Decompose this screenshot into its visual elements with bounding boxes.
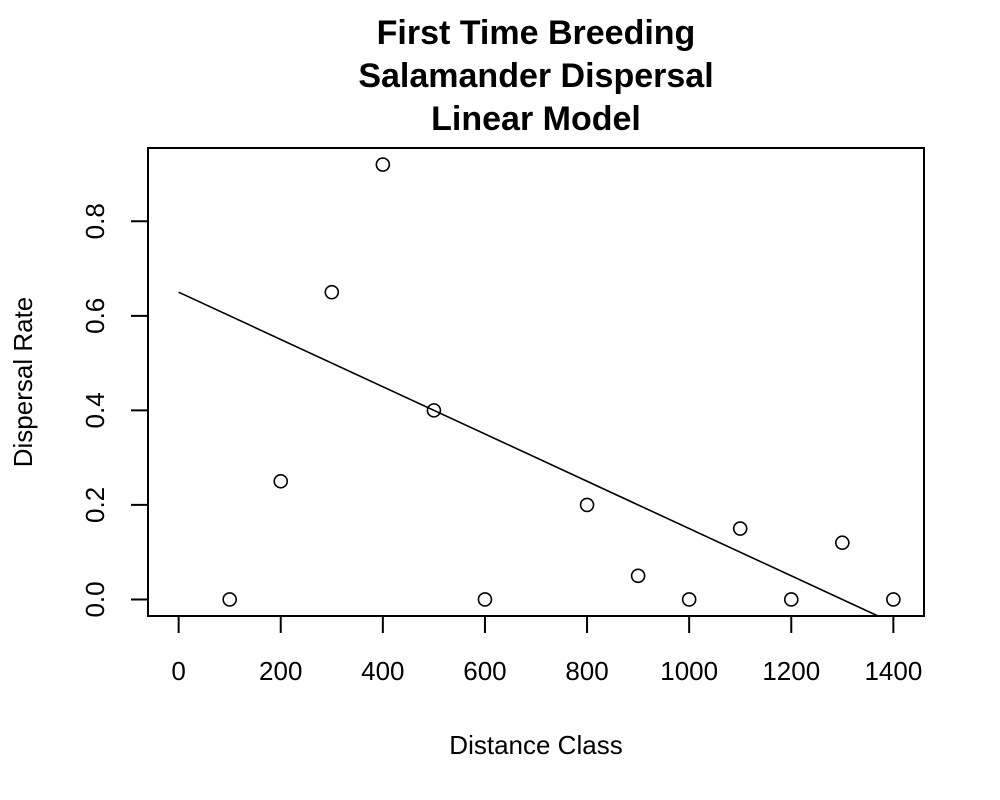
y-tick-label: 0.0 — [80, 581, 110, 617]
data-point — [835, 535, 850, 551]
data-point — [222, 592, 237, 607]
chart-title-line: First Time Breeding — [377, 14, 696, 52]
x-tick-label: 1000 — [660, 656, 718, 686]
data-point — [477, 592, 493, 607]
x-tick-label: 400 — [361, 656, 404, 686]
data-point — [886, 592, 901, 607]
x-tick-label: 1200 — [762, 656, 820, 686]
y-tick-label: 0.8 — [80, 203, 110, 239]
x-tick-label: 600 — [463, 656, 506, 686]
y-tick-label: 0.6 — [80, 298, 110, 334]
regression-line-group — [178, 291, 879, 617]
x-tick-label: 200 — [259, 656, 302, 686]
y-tick-label: 0.2 — [80, 487, 110, 523]
data-point — [732, 521, 748, 536]
data-points — [222, 157, 901, 607]
y-axis: 0.0 0.2 0.4 0.6 0.8 — [80, 203, 149, 618]
x-tick-label: 0 — [171, 656, 185, 686]
chart-title-line: Linear Model — [431, 100, 641, 138]
data-point — [426, 403, 442, 418]
x-axis-label: Distance Class — [449, 730, 622, 760]
chart-title: First Time Breeding Salamander Dispersal L… — [358, 14, 713, 138]
chart-title-line: Salamander Dispersal — [358, 57, 713, 95]
x-axis: 0 200 400 600 800 1000 1200 1400 — [171, 615, 922, 686]
y-tick-label: 0.4 — [80, 392, 110, 428]
x-tick-label: 1400 — [864, 656, 922, 686]
data-point — [375, 157, 391, 172]
data-point — [783, 592, 799, 607]
regression-line — [178, 291, 879, 617]
y-axis-label: Dispersal Rate — [8, 297, 38, 468]
data-point — [273, 473, 289, 489]
data-point — [579, 497, 595, 513]
x-tick-label: 800 — [565, 656, 608, 686]
data-point — [324, 284, 340, 300]
data-point — [630, 568, 646, 584]
data-point — [681, 592, 697, 607]
plot-frame — [147, 147, 925, 617]
